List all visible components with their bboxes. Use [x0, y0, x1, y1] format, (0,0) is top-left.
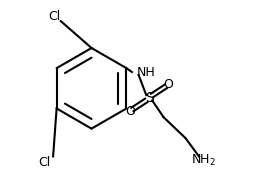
Text: Cl: Cl	[48, 10, 60, 23]
Text: NH$_2$: NH$_2$	[191, 153, 216, 168]
Text: O: O	[163, 78, 173, 91]
Text: S: S	[145, 91, 154, 105]
Text: NH: NH	[137, 65, 155, 79]
Text: Cl: Cl	[38, 156, 51, 169]
Text: O: O	[125, 105, 135, 118]
